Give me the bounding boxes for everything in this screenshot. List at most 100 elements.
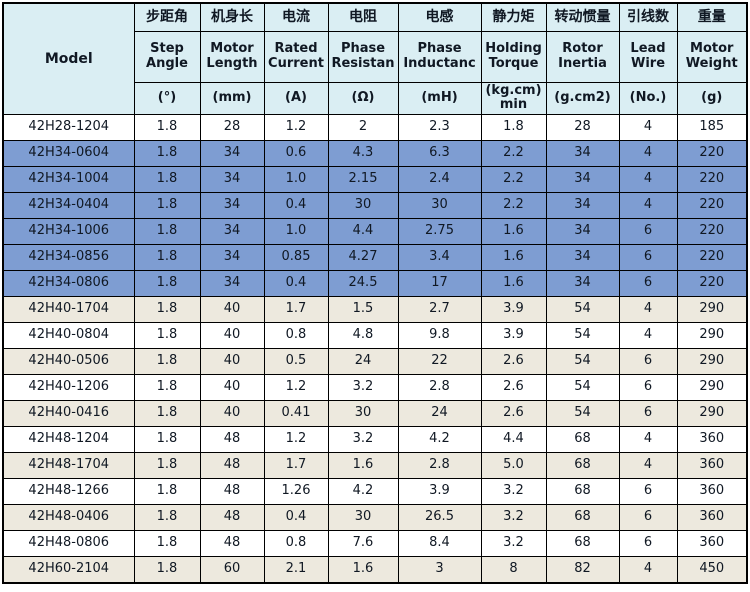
cell-rotor-inertia: 68 [545,530,620,557]
cell-rotor-inertia: 54 [545,348,620,375]
cell-motor-length: 34 [199,192,265,219]
cell-holding-torque: 2.2 [480,140,547,167]
col-header-en-lead-wire: Lead Wire [618,31,678,83]
cell-lead-wire: 4 [618,556,678,583]
cell-rotor-inertia: 54 [545,296,620,323]
cell-lead-wire: 4 [618,166,678,193]
col-header-cn-lead-wire: 引线数 [618,2,678,32]
cell-model: 42H34-0604 [2,140,135,167]
cell-lead-wire: 4 [618,296,678,323]
header-row-english: Step Angle Motor Length Rated Current Ph… [3,31,748,83]
cell-rotor-inertia: 34 [545,166,620,193]
col-header-en-phase-resistance: Phase Resistan [327,31,399,83]
cell-rated-current: 1.2 [263,114,329,141]
col-unit-holding-torque: (kg.cm) min [480,82,547,115]
cell-motor-weight: 220 [676,192,748,219]
cell-holding-torque: 3.2 [480,504,547,531]
col-unit-lead-wire: (No.) [618,82,678,115]
cell-holding-torque: 2.6 [480,374,547,401]
cell-phase-resistance: 4.27 [327,244,399,271]
cell-phase-inductance: 2.75 [397,218,482,245]
cell-motor-length: 40 [199,322,265,349]
col-unit-rated-current: (A) [263,82,329,115]
cell-motor-weight: 290 [676,322,748,349]
cell-phase-resistance: 30 [327,192,399,219]
cell-step-angle: 1.8 [133,530,201,557]
cell-rated-current: 1.7 [263,296,329,323]
cell-rated-current: 0.85 [263,244,329,271]
cell-model: 42H34-1004 [2,166,135,193]
table-row: 42H34-0404 1.8 34 0.4 30 30 2.2 34 4 220 [2,192,748,219]
cell-lead-wire: 4 [618,426,678,453]
cell-rated-current: 2.1 [263,556,329,583]
cell-motor-length: 48 [199,530,265,557]
cell-phase-inductance: 6.3 [397,140,482,167]
table-row: 42H40-0804 1.8 40 0.8 4.8 9.8 3.9 54 4 2… [2,322,748,349]
cell-motor-length: 34 [199,140,265,167]
cell-motor-length: 40 [199,296,265,323]
cell-model: 42H60-2104 [2,556,135,583]
cell-phase-resistance: 24 [327,348,399,375]
header-row-units: (°) (mm) (A) (Ω) (mH) (kg.cm) min (g.cm2)… [3,82,748,115]
cell-lead-wire: 4 [618,322,678,349]
cell-motor-length: 48 [199,426,265,453]
table-row: 42H48-1266 1.8 48 1.26 4.2 3.9 3.2 68 6 … [2,478,748,505]
cell-rated-current: 0.8 [263,530,329,557]
cell-model: 42H40-1206 [2,374,135,401]
cell-phase-inductance: 26.5 [397,504,482,531]
cell-rated-current: 0.4 [263,192,329,219]
cell-motor-weight: 360 [676,452,748,479]
cell-lead-wire: 6 [618,218,678,245]
cell-holding-torque: 8 [480,556,547,583]
table-row: 42H40-0416 1.8 40 0.41 30 24 2.6 54 6 29… [2,400,748,427]
cell-rotor-inertia: 34 [545,192,620,219]
cell-step-angle: 1.8 [133,426,201,453]
cell-rated-current: 1.7 [263,452,329,479]
cell-rotor-inertia: 54 [545,400,620,427]
table-row: 42H34-1006 1.8 34 1.0 4.4 2.75 1.6 34 6 … [2,218,748,245]
cell-lead-wire: 6 [618,348,678,375]
cell-motor-length: 48 [199,478,265,505]
cell-motor-length: 48 [199,452,265,479]
cell-motor-weight: 360 [676,504,748,531]
cell-holding-torque: 2.2 [480,166,547,193]
cell-phase-inductance: 17 [397,270,482,297]
cell-lead-wire: 6 [618,244,678,271]
cell-rated-current: 1.2 [263,374,329,401]
cell-rotor-inertia: 68 [545,504,620,531]
cell-holding-torque: 2.2 [480,192,547,219]
col-unit-phase-inductance: (mH) [397,82,482,115]
cell-lead-wire: 6 [618,478,678,505]
table-row: 42H48-1204 1.8 48 1.2 3.2 4.2 4.4 68 4 3… [2,426,748,453]
cell-phase-resistance: 3.2 [327,426,399,453]
cell-holding-torque: 3.2 [480,478,547,505]
cell-holding-torque: 1.6 [480,218,547,245]
cell-phase-inductance: 3 [397,556,482,583]
cell-motor-length: 40 [199,348,265,375]
col-header-cn-motor-length: 机身长 [199,2,265,32]
cell-phase-resistance: 1.5 [327,296,399,323]
cell-step-angle: 1.8 [133,218,201,245]
cell-holding-torque: 3.9 [480,322,547,349]
cell-model: 42H28-1204 [2,114,135,141]
cell-rated-current: 1.26 [263,478,329,505]
cell-model: 42H34-0856 [2,244,135,271]
cell-motor-weight: 290 [676,400,748,427]
cell-model: 42H40-1704 [2,296,135,323]
table-row: 42H40-0506 1.8 40 0.5 24 22 2.6 54 6 290 [2,348,748,375]
table-row: 42H48-0806 1.8 48 0.8 7.6 8.4 3.2 68 6 3… [2,530,748,557]
cell-motor-length: 40 [199,400,265,427]
table-row: 42H40-1206 1.8 40 1.2 3.2 2.8 2.6 54 6 2… [2,374,748,401]
cell-rotor-inertia: 34 [545,140,620,167]
col-unit-motor-length: (mm) [199,82,265,115]
motor-spec-table: Model 步距角 机身长 电流 电阻 电感 静力矩 转动惯量 引线数 重量 S… [2,2,748,584]
cell-lead-wire: 4 [618,192,678,219]
cell-step-angle: 1.8 [133,478,201,505]
cell-phase-resistance: 30 [327,400,399,427]
cell-step-angle: 1.8 [133,140,201,167]
cell-phase-resistance: 4.2 [327,478,399,505]
cell-phase-inductance: 2.4 [397,166,482,193]
table-row: 42H34-0604 1.8 34 0.6 4.3 6.3 2.2 34 4 2… [2,140,748,167]
cell-rated-current: 0.4 [263,270,329,297]
cell-model: 42H34-0806 [2,270,135,297]
